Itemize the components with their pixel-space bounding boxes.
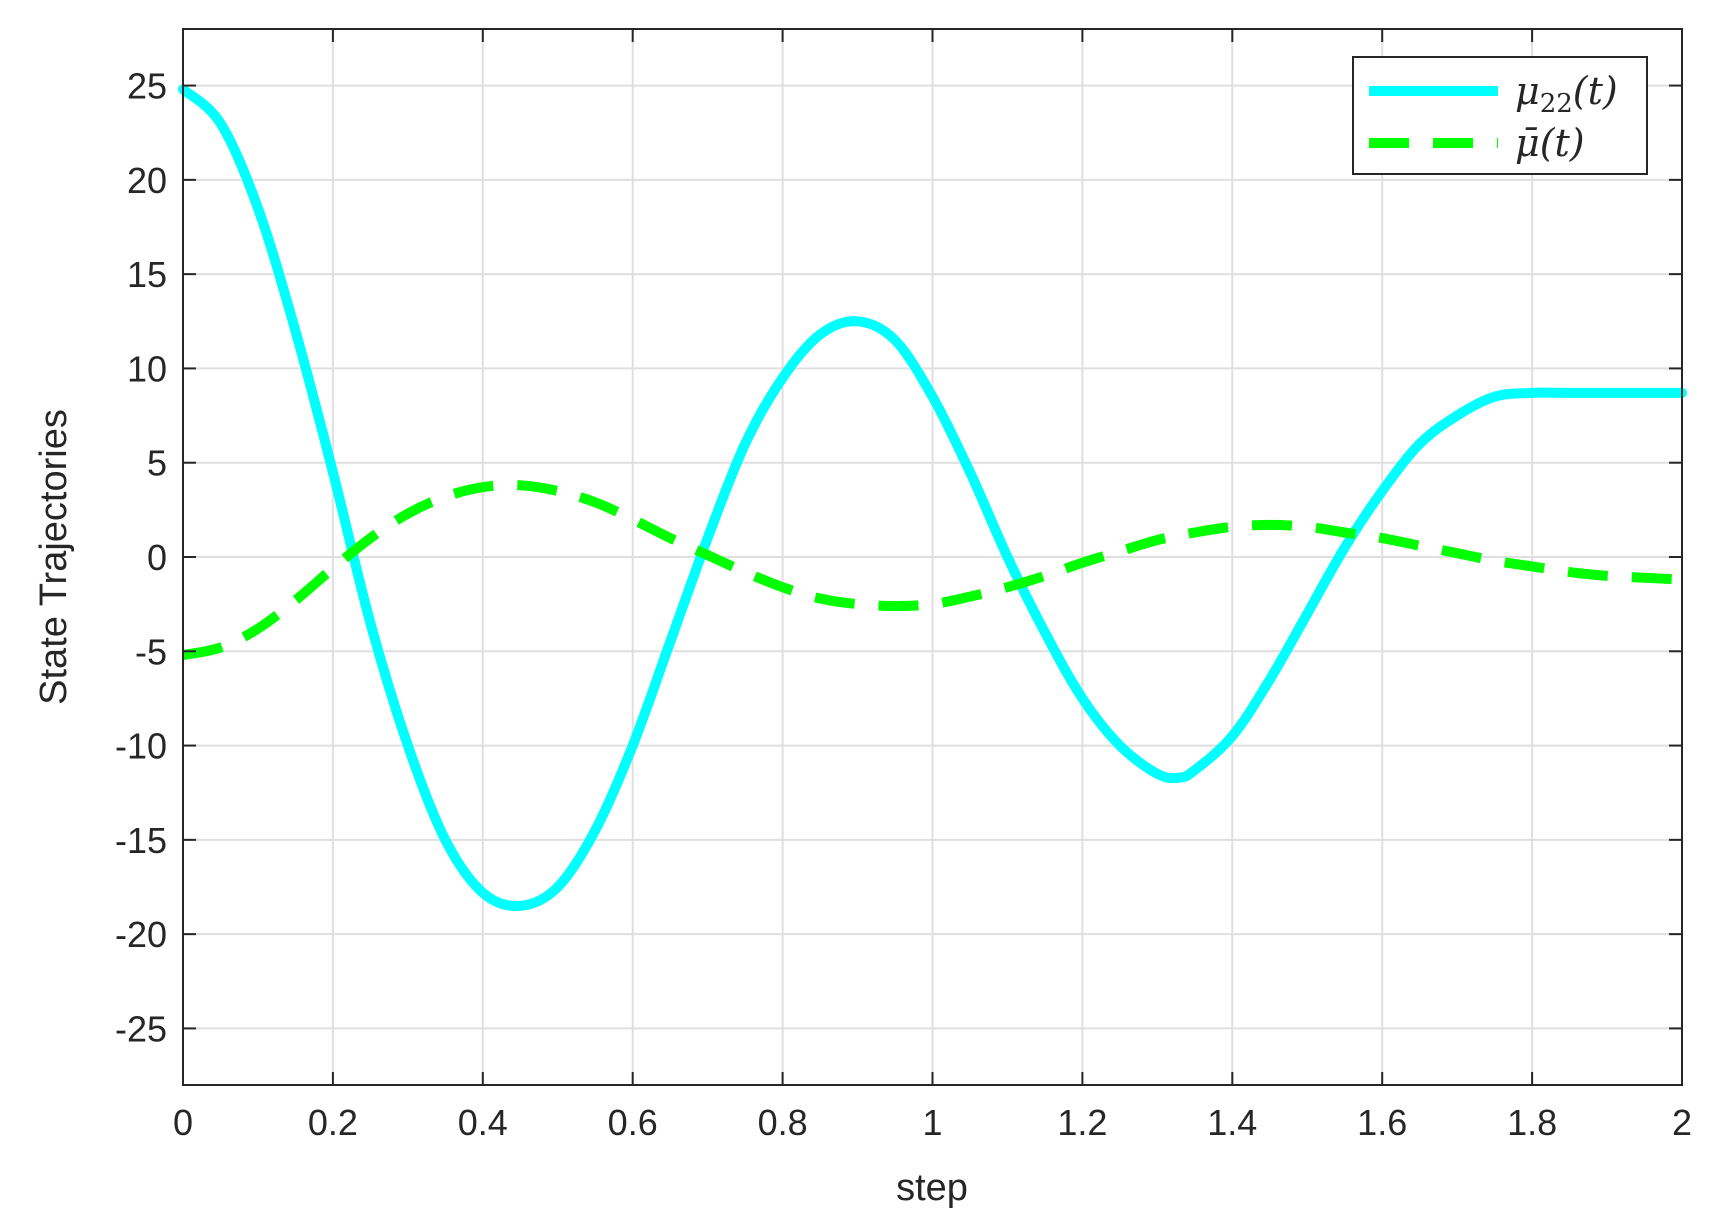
- x-tick-label: 0.2: [308, 1102, 358, 1143]
- series-group: [178, 84, 1687, 912]
- axis-ticks: [182, 29, 1683, 1085]
- y-tick-label: 5: [147, 443, 167, 484]
- x-tick-label: 2: [1672, 1102, 1692, 1143]
- x-axis-label: step: [896, 1167, 968, 1209]
- x-tick-label: 1: [922, 1102, 942, 1143]
- y-tick-label: -20: [115, 914, 167, 955]
- legend-label-suffix: (t): [1573, 69, 1618, 113]
- legend-label-2: μ̄(t): [1515, 121, 1585, 165]
- y-tick-label: 15: [127, 254, 167, 295]
- y-tick-labels: 25 20 15 10 5 0 -5 -10 -15 -20 -25: [115, 66, 167, 1050]
- y-tick-label: -25: [115, 1008, 167, 1049]
- x-tick-label: 0.4: [458, 1102, 508, 1143]
- y-tick-label: 0: [147, 537, 167, 578]
- y-tick-label: -5: [135, 631, 167, 672]
- legend-label-suffix: (t): [1540, 121, 1585, 165]
- x-tick-label: 1.2: [1057, 1102, 1107, 1143]
- y-tick-label: 10: [127, 348, 167, 389]
- series-line-1: [178, 84, 1687, 912]
- x-tick-labels: 0 0.2 0.4 0.6 0.8 1 1.2 1.4 1.6 1.8 2: [173, 1102, 1692, 1143]
- x-tick-label: 0.8: [758, 1102, 808, 1143]
- x-tick-label: 1.8: [1507, 1102, 1557, 1143]
- legend-label-subscript: 22: [1540, 89, 1573, 119]
- legend-label-base: μ: [1515, 69, 1540, 113]
- legend-label-base: μ̄: [1515, 121, 1540, 165]
- legend-label-1: μ22(t): [1515, 69, 1618, 119]
- x-tick-label: 1.4: [1207, 1102, 1257, 1143]
- x-tick-label: 1.6: [1357, 1102, 1407, 1143]
- y-tick-label: -15: [115, 820, 167, 861]
- x-tick-label: 0: [173, 1102, 193, 1143]
- y-tick-label: 25: [127, 66, 167, 107]
- x-tick-label: 0.6: [608, 1102, 658, 1143]
- legend: μ22(t)μ̄(t): [1352, 56, 1648, 175]
- legend-box: [1352, 56, 1648, 175]
- y-tick-label: -10: [115, 726, 167, 767]
- y-axis-label: State Trajectories: [33, 409, 75, 705]
- y-tick-label: 20: [127, 160, 167, 201]
